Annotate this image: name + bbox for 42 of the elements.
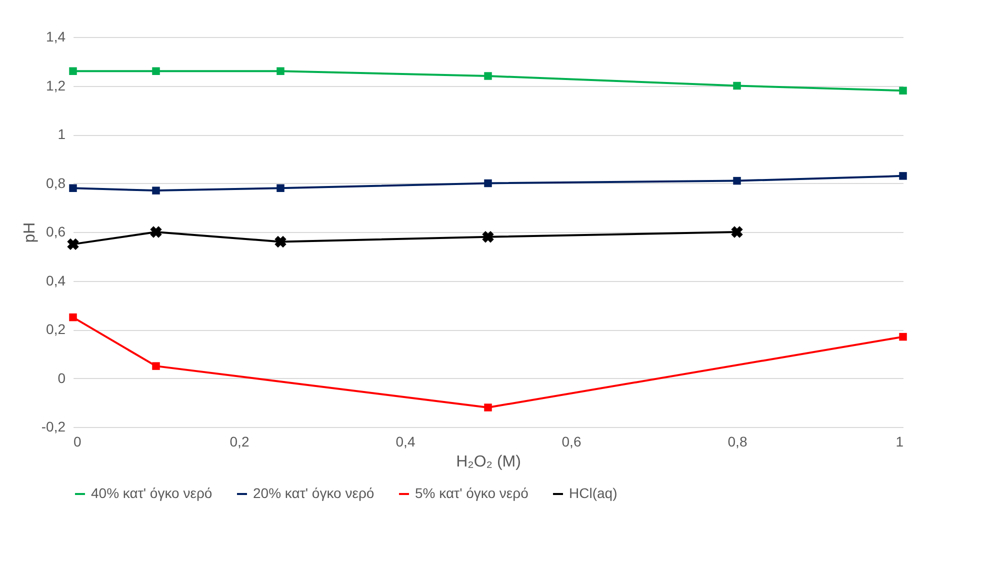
x-tick-label: 0	[74, 434, 82, 450]
y-tick-label: 0,8	[46, 174, 66, 191]
point	[733, 82, 741, 90]
point	[484, 72, 492, 80]
legend-label: HCl(aq)	[569, 485, 618, 501]
point	[899, 86, 907, 94]
point	[276, 67, 284, 75]
point	[484, 179, 492, 188]
x-tick-label: 0,2	[230, 434, 250, 450]
y-axis-title: pH	[21, 222, 38, 243]
point	[152, 186, 160, 194]
point	[152, 362, 160, 370]
y-tick-label: 0,2	[46, 321, 66, 337]
point	[733, 176, 741, 185]
x-tick-label: 1	[896, 434, 904, 450]
point	[484, 404, 492, 412]
point	[899, 172, 907, 180]
point	[69, 67, 77, 75]
point	[150, 226, 162, 238]
y-tick-label: 1,4	[46, 28, 66, 44]
legend-label: 5% κατ' όγκο νερό	[415, 485, 529, 501]
point	[899, 332, 907, 341]
legend-label: 20% κατ' όγκο νερό	[253, 485, 374, 501]
point	[69, 184, 77, 192]
x-tick-label: 0,6	[562, 434, 582, 450]
y-tick-label: 1	[58, 126, 66, 142]
y-tick-label: -0,2	[41, 418, 66, 434]
y-tick-label: 0	[58, 370, 66, 386]
legend-label: 40% κατ' όγκο νερό	[91, 485, 212, 501]
y-tick-label: 0,4	[46, 272, 66, 288]
point	[69, 313, 77, 322]
y-tick-label: 1,2	[46, 77, 66, 94]
point	[152, 67, 160, 75]
point	[482, 231, 494, 243]
x-axis-title: H₂O₂ (M)	[456, 454, 521, 470]
point	[274, 236, 286, 248]
x-tick-label: 0,4	[396, 434, 416, 450]
point	[276, 184, 284, 192]
x-tick-label: 0,8	[728, 434, 748, 450]
point	[731, 226, 743, 238]
y-tick-label: 0,6	[46, 224, 66, 240]
point	[67, 238, 79, 250]
